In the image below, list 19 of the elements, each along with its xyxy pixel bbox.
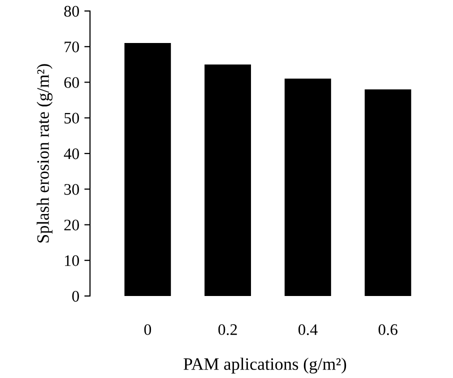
y-tick-label: 50 (64, 112, 79, 124)
bar (124, 43, 171, 296)
y-tick-label: 20 (64, 220, 79, 230)
y-tick-label: 80 (64, 6, 79, 17)
y-tick-label: 70 (64, 42, 79, 52)
y-tick-label: 10 (65, 255, 79, 266)
x-tick-label: 0.6 (378, 324, 398, 336)
x-tick-label: 0 (144, 324, 152, 336)
y-tick-label: 30 (64, 184, 79, 195)
bar (284, 78, 332, 296)
y-tick-label: 60 (64, 77, 79, 88)
y-axis-title: Splash erosion rate (g/m²) (36, 64, 52, 242)
bar (204, 64, 251, 296)
y-tick-label: 40 (64, 148, 79, 160)
x-tick-label: 0.2 (218, 324, 237, 336)
x-axis-title: PAM aplications (g/m²) (184, 358, 346, 374)
y-tick-label: 0 (72, 290, 79, 302)
bar (364, 89, 412, 296)
x-tick-label: 0.4 (298, 324, 318, 336)
